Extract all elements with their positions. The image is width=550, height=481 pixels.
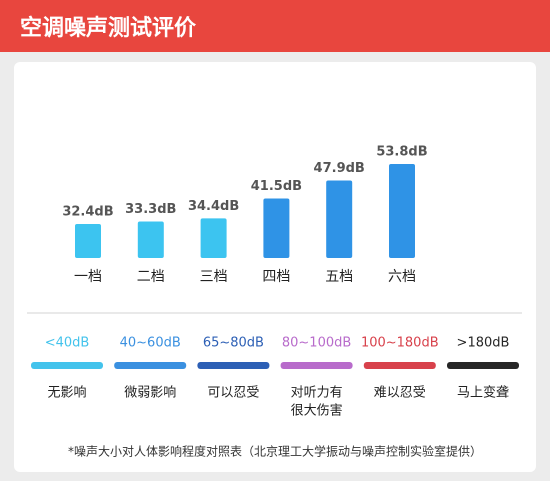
bar: [200, 218, 227, 258]
category-label: 三档: [200, 269, 228, 285]
category-label: 五档: [325, 269, 353, 285]
scale-description: 很大伤害: [291, 403, 343, 419]
scale-range: <40dB: [45, 336, 90, 351]
value-label: 32.4dB: [62, 205, 113, 220]
scale-description: 无影响: [47, 385, 86, 401]
scale-range: 65~80dB: [203, 336, 264, 351]
value-label: 34.4dB: [188, 199, 239, 214]
scale-description: 马上变聋: [457, 385, 509, 401]
scale-description: 可以忍受: [207, 386, 259, 401]
bar: [75, 224, 101, 258]
scale-swatch: [31, 362, 103, 369]
scale-description: 对听力有: [291, 386, 343, 401]
scale-swatch: [114, 362, 187, 369]
bar: [389, 164, 415, 258]
scale-swatch: [280, 362, 353, 369]
value-label: 41.5dB: [251, 179, 302, 194]
chart-title: 空调噪声测试评价: [20, 15, 197, 41]
header: [0, 0, 550, 52]
category-label: 六档: [388, 269, 416, 285]
value-label: 33.3dB: [125, 202, 176, 217]
scale-swatch: [197, 362, 270, 369]
scale-swatch: [447, 362, 519, 369]
bar: [263, 198, 290, 258]
scale-range: >180dB: [457, 336, 510, 351]
scale-swatch: [363, 362, 436, 369]
card: [14, 62, 536, 472]
category-label: 四档: [262, 269, 290, 285]
category-label: 二档: [137, 269, 165, 285]
scale-range: 80~100dB: [282, 336, 351, 351]
bar: [137, 221, 164, 258]
footnote: *噪声大小对人体影响程度对照表（北京理工大学振动与噪声控制实验室提供）: [68, 444, 482, 459]
value-label: 53.8dB: [376, 145, 427, 160]
scale-description: 难以忍受: [374, 386, 426, 401]
bar: [326, 180, 353, 258]
scale-range: 40~60dB: [120, 336, 181, 351]
value-label: 47.9dB: [314, 161, 365, 176]
scale-description: 微弱影响: [124, 385, 176, 401]
category-label: 一档: [74, 269, 102, 285]
scale-range: 100~180dB: [361, 336, 439, 351]
